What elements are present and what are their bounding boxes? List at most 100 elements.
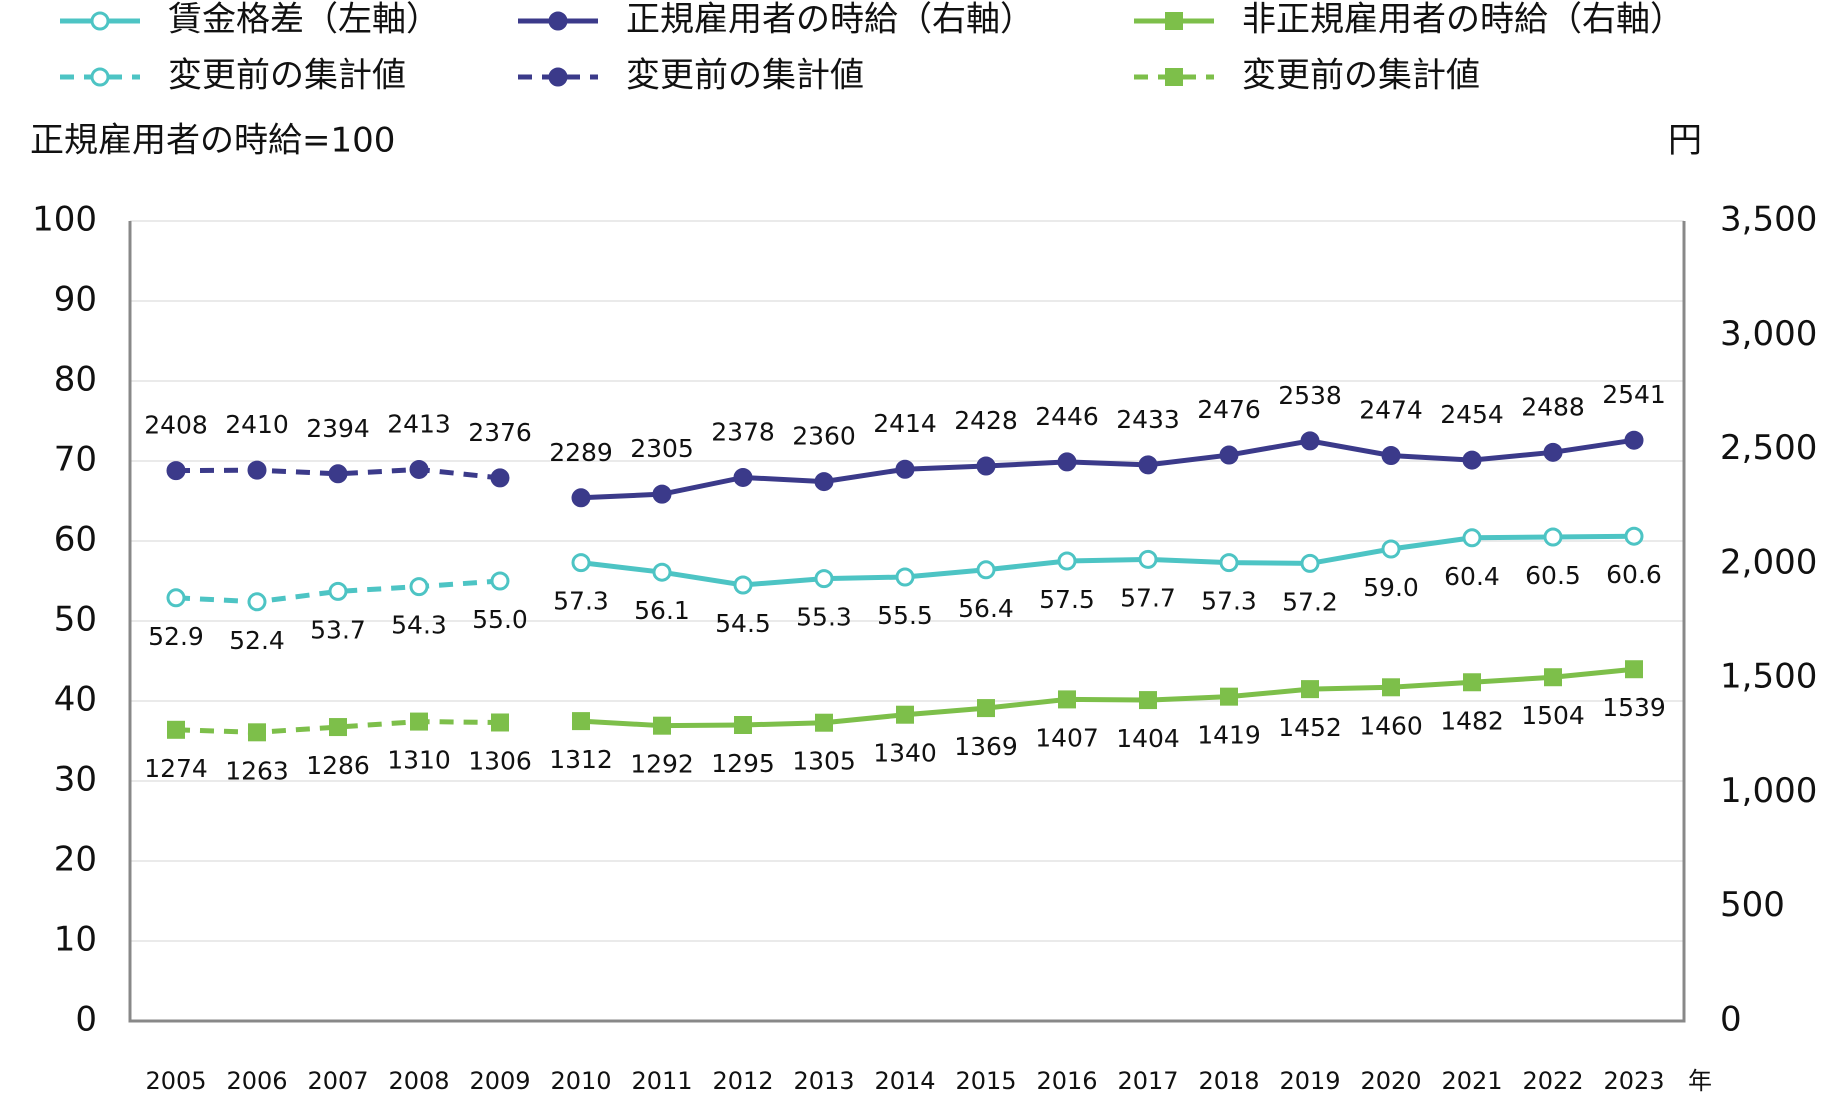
data-point — [1381, 446, 1401, 466]
data-point — [976, 456, 996, 476]
legend-label: 変更前の集計値 — [1242, 56, 1480, 96]
data-point — [896, 705, 914, 724]
x-tick-label: 2020 — [1360, 1067, 1421, 1095]
data-label: 54.3 — [391, 611, 447, 640]
data-point — [409, 459, 429, 479]
data-point — [976, 560, 996, 580]
data-point — [1220, 687, 1238, 706]
data-label: 56.4 — [958, 594, 1014, 623]
data-point — [734, 716, 752, 734]
data-label: 2413 — [387, 409, 451, 438]
data-label: 1419 — [1197, 721, 1261, 750]
y2-axis-label: 円 — [1668, 121, 1702, 161]
data-label: 2376 — [468, 418, 532, 447]
data-point — [1300, 431, 1320, 451]
data-point — [1625, 660, 1643, 679]
legend-marker — [90, 67, 110, 87]
data-point — [328, 464, 348, 484]
data-point — [1381, 539, 1401, 559]
data-label: 59.0 — [1363, 573, 1419, 602]
y-tick-label: 20 — [54, 840, 97, 880]
data-label: 1460 — [1359, 711, 1423, 740]
series-line — [580, 666, 1635, 729]
data-point — [1462, 450, 1482, 470]
y-tick-label: 40 — [54, 680, 97, 720]
x-tick-label: 2022 — [1522, 1067, 1583, 1095]
x-tick-label: 2023 — [1603, 1067, 1664, 1095]
data-label: 2446 — [1035, 402, 1099, 431]
data-label: 1292 — [630, 750, 694, 779]
legend-marker — [1165, 68, 1183, 86]
data-point — [653, 716, 671, 735]
data-point — [328, 581, 348, 601]
data-label: 54.5 — [715, 609, 771, 638]
y2-tick-label: 500 — [1720, 885, 1785, 925]
data-label: 2474 — [1359, 396, 1423, 425]
data-point — [977, 699, 995, 718]
legend-label: 非正規雇用者の時給（右軸） — [1242, 0, 1684, 40]
data-label: 1539 — [1602, 693, 1666, 722]
data-label: 2476 — [1197, 395, 1261, 424]
data-point — [1543, 527, 1563, 547]
data-point — [571, 488, 591, 508]
y-tick-label: 30 — [54, 760, 97, 800]
y2-tick-label: 3,500 — [1720, 200, 1817, 240]
data-point — [895, 567, 915, 587]
x-tick-label: 2015 — [955, 1067, 1016, 1095]
data-label: 60.4 — [1444, 562, 1500, 591]
legend-marker — [90, 11, 110, 31]
data-label: 1274 — [144, 754, 208, 783]
data-label: 2538 — [1278, 381, 1342, 410]
y-tick-label: 10 — [54, 920, 97, 960]
data-label: 2378 — [711, 417, 775, 446]
data-label: 55.3 — [796, 603, 852, 632]
data-label: 1263 — [225, 756, 289, 785]
data-point — [572, 712, 590, 731]
y-axis-label: 正規雇用者の時給=100 — [30, 121, 395, 161]
data-label: 1340 — [873, 739, 937, 768]
data-label: 2454 — [1440, 400, 1504, 429]
data-label: 1369 — [954, 732, 1018, 761]
data-point — [1138, 455, 1158, 475]
data-label: 1305 — [792, 747, 856, 776]
axis-frame — [128, 221, 1686, 1023]
data-label: 2433 — [1116, 405, 1180, 434]
data-label: 57.5 — [1039, 585, 1095, 614]
data-label: 60.5 — [1525, 561, 1581, 590]
x-tick-label: 2014 — [874, 1067, 935, 1095]
data-label: 1452 — [1278, 713, 1342, 742]
x-tick-label: 2011 — [631, 1067, 692, 1095]
data-label: 53.7 — [310, 615, 366, 644]
y2-tick-label: 2,500 — [1720, 428, 1817, 468]
x-tick-label: 2008 — [388, 1067, 449, 1095]
data-label: 57.2 — [1282, 587, 1338, 616]
data-point — [814, 472, 834, 492]
x-tick-label: 2018 — [1198, 1067, 1259, 1095]
y2-tick-label: 3,000 — [1720, 314, 1817, 354]
data-point — [652, 562, 672, 582]
legend-marker — [548, 11, 568, 31]
data-point — [490, 571, 510, 591]
data-point — [247, 592, 267, 612]
data-point — [1057, 452, 1077, 472]
data-label: 2410 — [225, 410, 289, 439]
data-label: 57.3 — [1201, 587, 1257, 616]
series-line — [580, 533, 1635, 588]
y2-tick-label: 1,500 — [1720, 657, 1817, 697]
data-label: 56.1 — [634, 596, 690, 625]
data-label: 1504 — [1521, 701, 1585, 730]
data-point — [571, 553, 591, 573]
data-label: 2360 — [792, 422, 856, 451]
data-label: 1407 — [1035, 723, 1099, 752]
legend-label: 変更前の集計値 — [168, 56, 406, 96]
data-point — [167, 720, 185, 739]
x-axis-label: 年 — [1688, 1067, 1712, 1095]
data-label: 1404 — [1116, 724, 1180, 753]
data-point — [1624, 526, 1644, 546]
data-label: 1482 — [1440, 706, 1504, 735]
legend-marker — [1165, 12, 1183, 30]
legend-label: 変更前の集計値 — [626, 56, 864, 96]
data-label: 52.4 — [229, 626, 285, 655]
data-label: 2408 — [144, 411, 208, 440]
